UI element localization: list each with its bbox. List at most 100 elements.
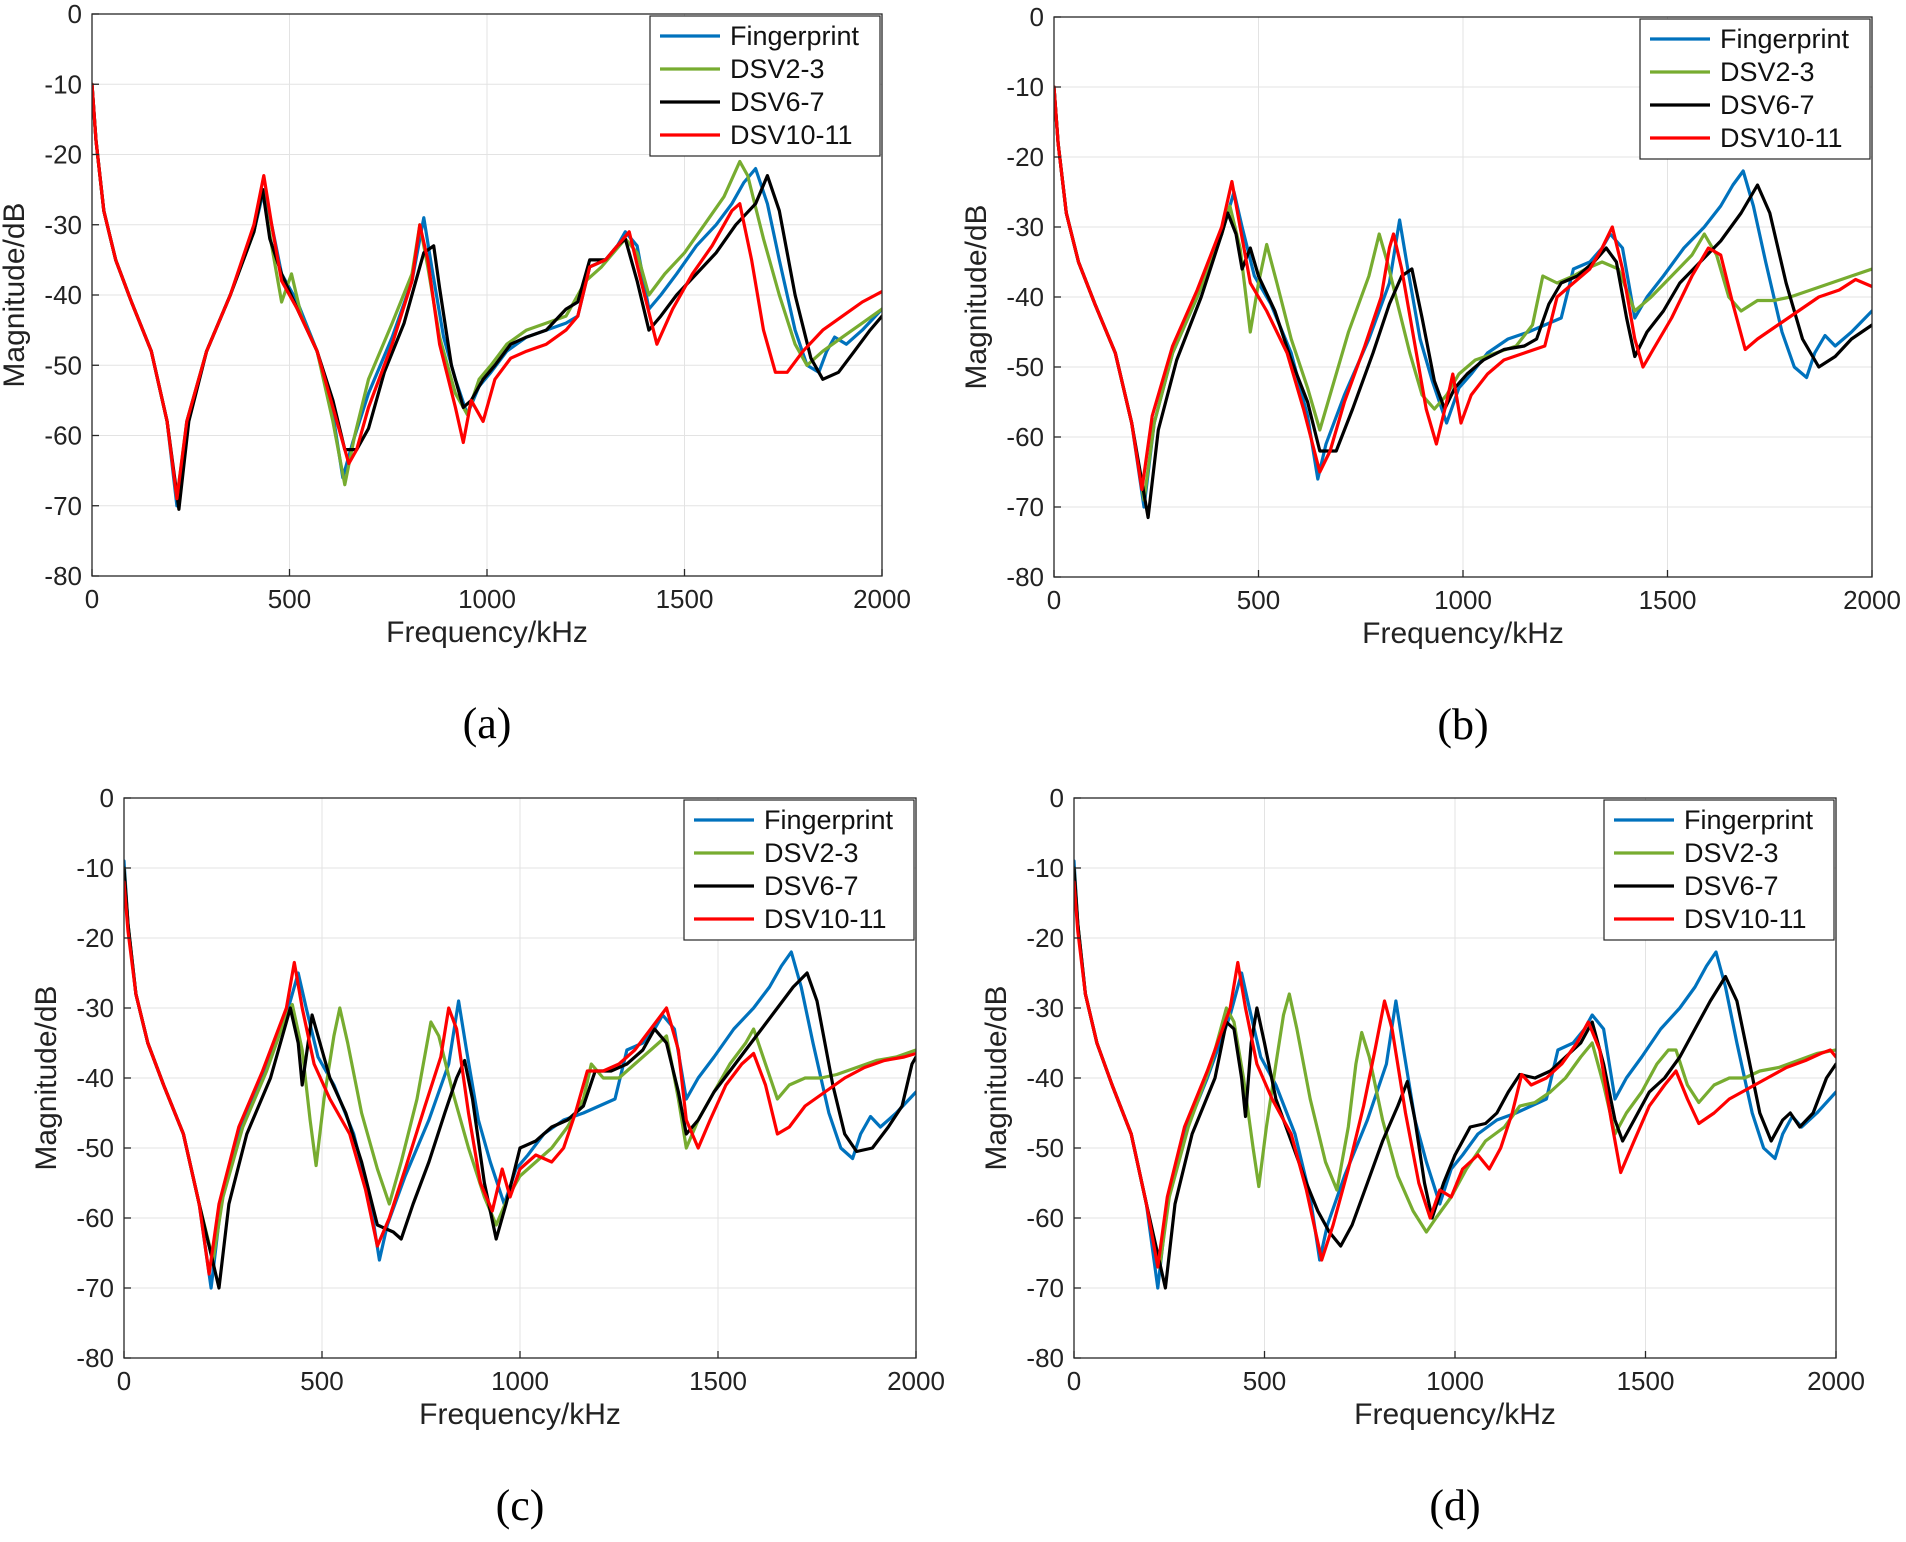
x-tick-label: 2000 — [853, 584, 911, 614]
x-tick-label: 2000 — [1807, 1366, 1865, 1396]
x-axis-label: Frequency/kHz — [386, 616, 588, 649]
y-axis-label: Magnitude/dB — [980, 985, 1013, 1170]
y-tick-label: -80 — [76, 1343, 114, 1373]
y-tick-label: -20 — [1006, 142, 1044, 172]
x-tick-label: 1000 — [458, 584, 516, 614]
x-tick-label: 0 — [1047, 585, 1061, 615]
y-tick-label: -50 — [1026, 1133, 1064, 1163]
y-tick-label: -80 — [1026, 1343, 1064, 1373]
y-tick-label: -20 — [44, 140, 82, 170]
legend-entry: DSV10-11 — [730, 120, 853, 150]
x-tick-label: 2000 — [1843, 585, 1901, 615]
panel-caption: (b) — [1437, 700, 1488, 749]
panel-d: 0 500 1000 1500 2000 0 -10 -20 -30 -40 -50 -60 -70 -8… — [980, 783, 1865, 1530]
legend-entry: DSV6-7 — [1720, 90, 1815, 120]
y-axis-label: Magnitude/dB — [960, 204, 993, 389]
panel-caption: (a) — [463, 699, 512, 748]
y-tick-label: -40 — [76, 1063, 114, 1093]
y-tick-label: -50 — [76, 1133, 114, 1163]
y-axis-label: Magnitude/dB — [0, 202, 31, 387]
legend-entry: DSV10-11 — [1720, 123, 1843, 153]
legend-entry: DSV2-3 — [1720, 57, 1815, 87]
y-tick-label: -40 — [1006, 282, 1044, 312]
legend-entry: DSV6-7 — [730, 87, 825, 117]
y-tick-label: -60 — [76, 1203, 114, 1233]
y-tick-label: 0 — [1030, 2, 1044, 32]
legend-entry: Fingerprint — [1720, 24, 1850, 54]
panel-b: 0 500 1000 1500 2000 0 -10 -20 -30 -40 -50 -60 -70 -8… — [960, 2, 1901, 749]
x-axis-label: Frequency/kHz — [1362, 617, 1564, 650]
x-tick-label: 1500 — [1617, 1366, 1675, 1396]
y-tick-label: -70 — [76, 1273, 114, 1303]
y-tick-label: -50 — [44, 350, 82, 380]
y-tick-label: 0 — [100, 783, 114, 813]
legend-box — [1639, 18, 1871, 160]
y-tick-label: -10 — [76, 853, 114, 883]
series-line-dsv6-7 — [1054, 85, 1872, 520]
y-tick-label: -30 — [1006, 212, 1044, 242]
y-tick-label: -70 — [44, 491, 82, 521]
x-tick-label: 1500 — [1639, 585, 1697, 615]
legend-entry: Fingerprint — [1684, 805, 1814, 835]
panel-c: 0 500 1000 1500 2000 0 -10 -20 -30 -40 -50 -60 -70 -8… — [30, 783, 945, 1530]
x-tick-label: 1500 — [656, 584, 714, 614]
x-tick-label: 2000 — [887, 1366, 945, 1396]
x-tick-label: 1000 — [491, 1366, 549, 1396]
legend-entry: DSV2-3 — [1684, 838, 1779, 868]
y-tick-label: 0 — [68, 0, 82, 29]
x-tick-label: 0 — [117, 1366, 131, 1396]
y-tick-label: -40 — [1026, 1063, 1064, 1093]
y-tick-label: -10 — [1006, 72, 1044, 102]
panel-caption: (c) — [496, 1481, 545, 1530]
y-tick-label: -10 — [44, 69, 82, 99]
y-tick-label: -30 — [76, 993, 114, 1023]
y-tick-label: -10 — [1026, 853, 1064, 883]
x-tick-label: 500 — [1237, 585, 1280, 615]
y-tick-label: -70 — [1026, 1273, 1064, 1303]
panel-caption: (d) — [1429, 1481, 1480, 1530]
x-axis-label: Frequency/kHz — [1354, 1398, 1556, 1431]
y-tick-label: 0 — [1050, 783, 1064, 813]
x-tick-label: 1000 — [1434, 585, 1492, 615]
legend-entry: DSV10-11 — [764, 904, 887, 934]
panel-a: 0 500 1000 1500 2000 0 -10 -20 -30 -40 -50 -60 -70 -8… — [0, 0, 911, 748]
y-tick-label: -50 — [1006, 352, 1044, 382]
y-tick-label: -80 — [1006, 562, 1044, 592]
legend-box — [683, 799, 915, 941]
x-tick-label: 500 — [1243, 1366, 1286, 1396]
legend-entry: Fingerprint — [764, 805, 894, 835]
series-line-dsv10-11 — [1074, 880, 1836, 1269]
y-tick-label: -30 — [44, 210, 82, 240]
y-axis-label: Magnitude/dB — [30, 985, 63, 1170]
x-tick-label: 0 — [85, 584, 99, 614]
legend-box — [1603, 799, 1835, 941]
legend-entry: DSV2-3 — [764, 838, 859, 868]
y-tick-label: -30 — [1026, 993, 1064, 1023]
series-line-dsv10-11 — [124, 880, 916, 1276]
legend-entry: DSV2-3 — [730, 54, 825, 84]
legend-entry: DSV6-7 — [1684, 871, 1779, 901]
x-tick-label: 1500 — [689, 1366, 747, 1396]
x-axis-label: Frequency/kHz — [419, 1398, 621, 1431]
x-tick-label: 0 — [1067, 1366, 1081, 1396]
y-tick-label: -80 — [44, 561, 82, 591]
y-tick-label: -20 — [76, 923, 114, 953]
y-tick-label: -60 — [1006, 422, 1044, 452]
series-line-dsv10-11 — [92, 82, 882, 501]
x-tick-label: 500 — [300, 1366, 343, 1396]
y-tick-label: -40 — [44, 280, 82, 310]
y-tick-label: -20 — [1026, 923, 1064, 953]
legend-entry: Fingerprint — [730, 21, 860, 51]
legend-entry: DSV6-7 — [764, 871, 859, 901]
series-line-dsv6-7 — [124, 866, 916, 1290]
series-line-dsv10-11 — [1054, 85, 1872, 492]
legend-entry: DSV10-11 — [1684, 904, 1807, 934]
x-tick-label: 1000 — [1426, 1366, 1484, 1396]
x-tick-label: 500 — [268, 584, 311, 614]
y-tick-label: -60 — [1026, 1203, 1064, 1233]
legend-box — [649, 15, 881, 157]
